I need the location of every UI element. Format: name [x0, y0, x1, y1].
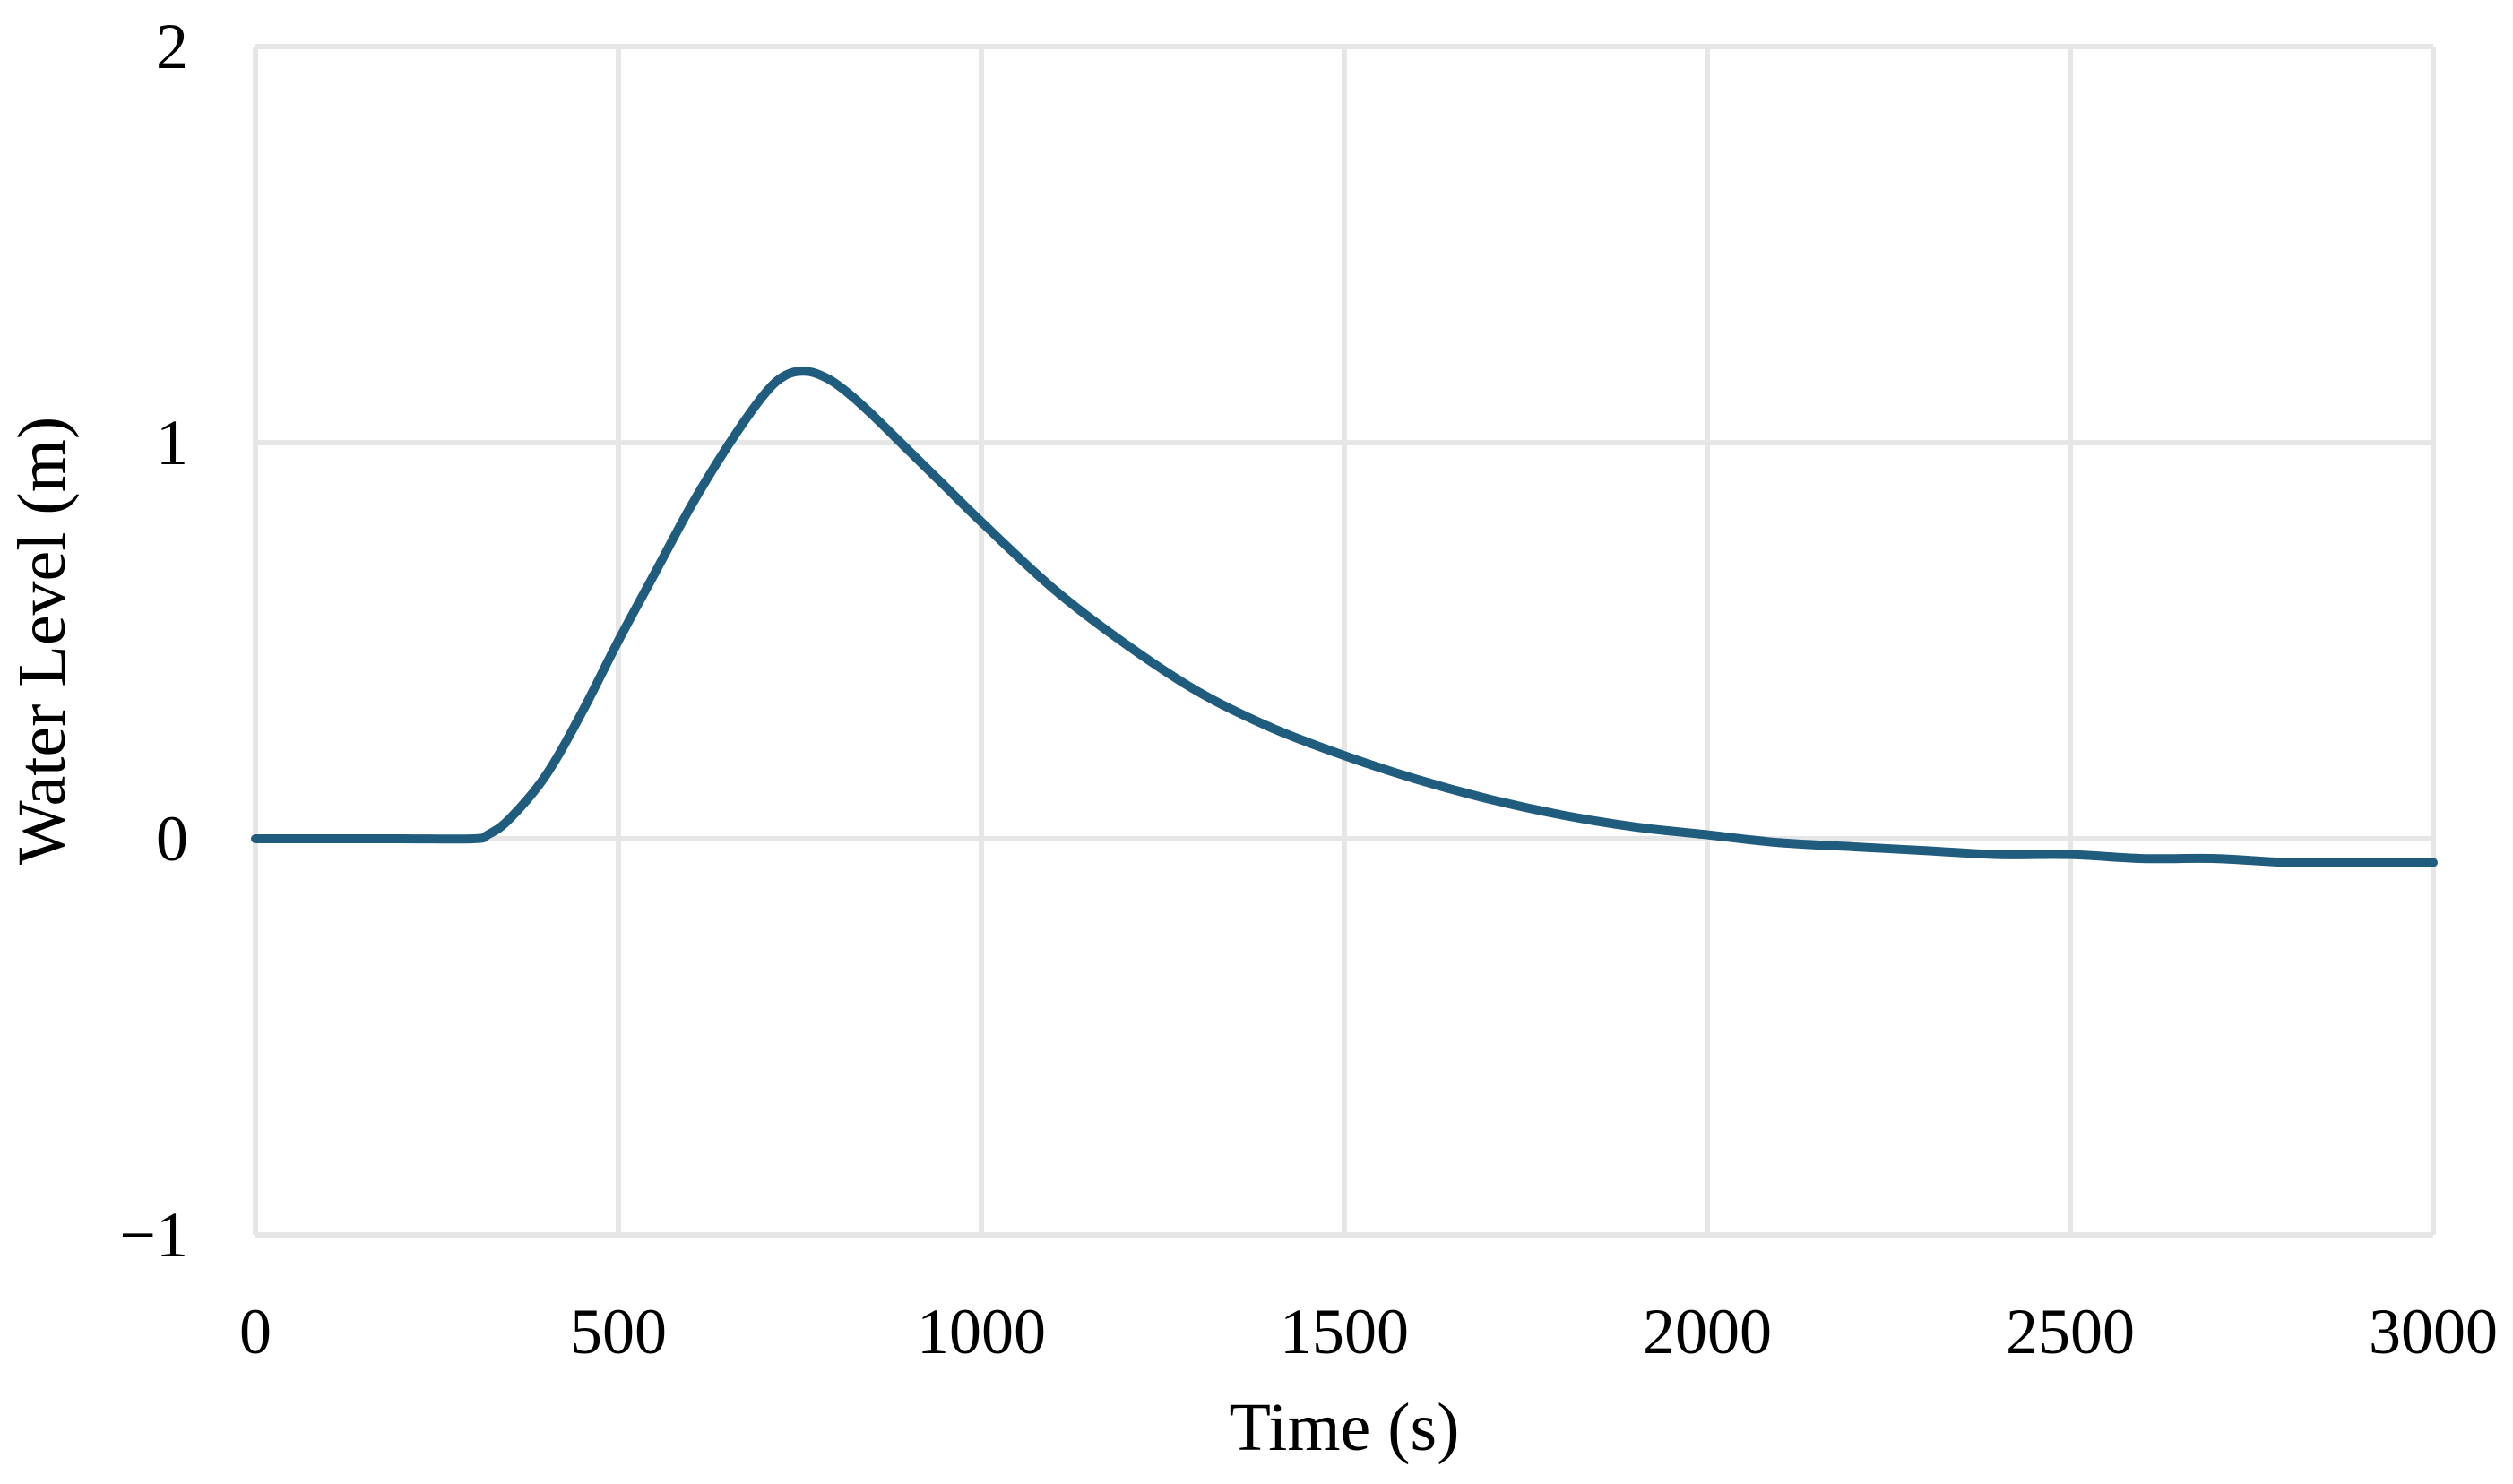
gridlines — [253, 44, 2436, 1238]
x-axis-title: Time (s) — [1230, 1390, 1460, 1465]
x-tick-label: 0 — [239, 1296, 272, 1368]
x-tick-label: 2000 — [1643, 1296, 1772, 1368]
series-line-water-level — [251, 367, 2438, 867]
x-tick-label: 2500 — [2006, 1296, 2135, 1368]
y-axis-title: Water Level (m) — [4, 417, 80, 865]
y-tick-label: −1 — [119, 1199, 188, 1271]
x-tick-label: 500 — [570, 1296, 667, 1368]
series-layer — [251, 367, 2438, 867]
y-tick-label: 1 — [156, 407, 188, 479]
x-tick-label: 3000 — [2369, 1296, 2498, 1368]
x-tick-label: 1500 — [1280, 1296, 1409, 1368]
y-tick-label: 0 — [156, 803, 188, 875]
y-tick-label: 2 — [156, 11, 188, 82]
x-tick-label: 1000 — [917, 1296, 1046, 1368]
tick-labels: 0 500 1000 1500 2000 2500 3000 −1 0 1 2 — [119, 11, 2498, 1368]
